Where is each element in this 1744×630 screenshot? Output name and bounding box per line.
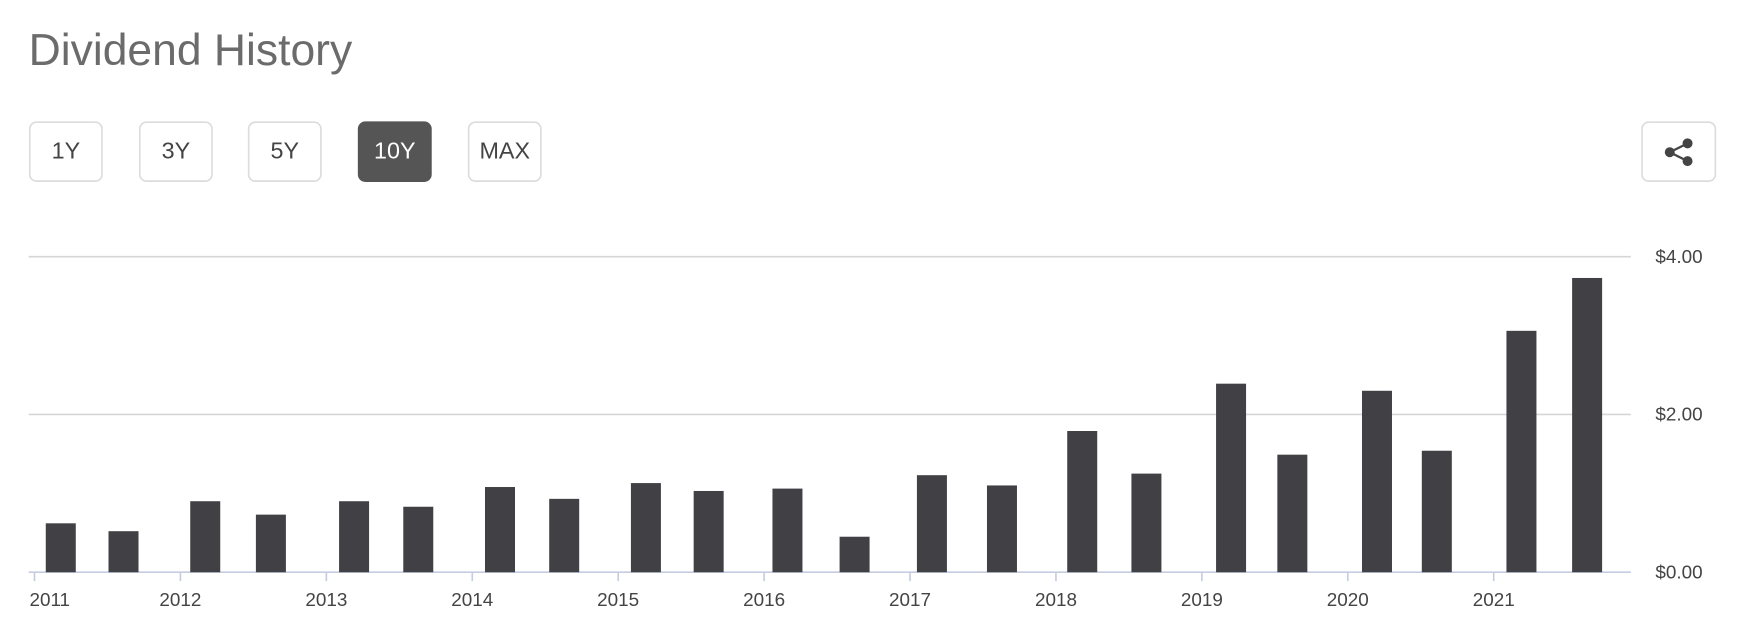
bar bbox=[1277, 454, 1308, 573]
share-button-frame bbox=[1641, 121, 1717, 182]
bar bbox=[630, 483, 661, 573]
bar bbox=[1131, 473, 1162, 573]
share-button[interactable] bbox=[1641, 121, 1717, 182]
range-button[interactable]: 3Y bbox=[138, 121, 213, 182]
share-icon bbox=[1664, 138, 1693, 167]
bar bbox=[772, 488, 803, 573]
bar bbox=[255, 514, 286, 573]
range-button[interactable]: 1Y bbox=[28, 121, 103, 182]
bar bbox=[1216, 383, 1247, 573]
bar bbox=[1067, 431, 1098, 573]
x-tick-label: 2015 bbox=[597, 590, 639, 611]
bar bbox=[45, 523, 76, 573]
bar bbox=[339, 501, 370, 573]
y-tick-label: $4.00 bbox=[1655, 247, 1702, 268]
range-button[interactable]: MAX bbox=[467, 121, 542, 182]
range-button-frame bbox=[138, 121, 213, 182]
bar bbox=[549, 498, 580, 573]
x-tick-label: 2016 bbox=[743, 590, 785, 611]
range-button-label: 1Y bbox=[52, 137, 81, 163]
range-button[interactable]: 5Y bbox=[247, 121, 322, 182]
bar bbox=[693, 490, 724, 573]
x-tick-label: 2021 bbox=[1473, 590, 1515, 611]
bar bbox=[403, 506, 434, 573]
bar bbox=[916, 475, 947, 573]
range-button-label: 5Y bbox=[271, 137, 300, 163]
range-button-label: MAX bbox=[479, 137, 530, 163]
x-tick-label: 2018 bbox=[1035, 590, 1077, 611]
y-tick-label: $0.00 bbox=[1655, 562, 1702, 583]
bar bbox=[1506, 330, 1537, 573]
x-tick-label: 2011 bbox=[29, 590, 70, 611]
bar bbox=[190, 501, 221, 573]
x-tick-label: 2014 bbox=[451, 590, 493, 611]
range-button-frame bbox=[247, 121, 322, 182]
range-button-label: 10Y bbox=[374, 137, 416, 163]
range-button-frame bbox=[28, 121, 103, 182]
bar bbox=[108, 531, 139, 573]
y-tick-label: $2.00 bbox=[1655, 405, 1702, 426]
range-button-frame bbox=[467, 121, 542, 182]
range-button-label: 3Y bbox=[162, 137, 191, 163]
range-button[interactable]: 10Y bbox=[357, 121, 432, 182]
bar bbox=[1572, 277, 1603, 573]
title: Dividend History bbox=[29, 26, 353, 75]
x-tick-label: 2017 bbox=[889, 590, 931, 611]
bar bbox=[839, 536, 870, 573]
x-tick-label: 2020 bbox=[1327, 590, 1369, 611]
bar bbox=[1421, 450, 1452, 573]
x-tick-label: 2012 bbox=[159, 590, 201, 611]
x-tick-label: 2013 bbox=[305, 590, 347, 611]
bar bbox=[484, 487, 515, 573]
bar bbox=[986, 485, 1017, 573]
bar bbox=[1361, 390, 1392, 573]
range-button-frame bbox=[357, 121, 432, 182]
x-tick-label: 2019 bbox=[1181, 590, 1223, 611]
